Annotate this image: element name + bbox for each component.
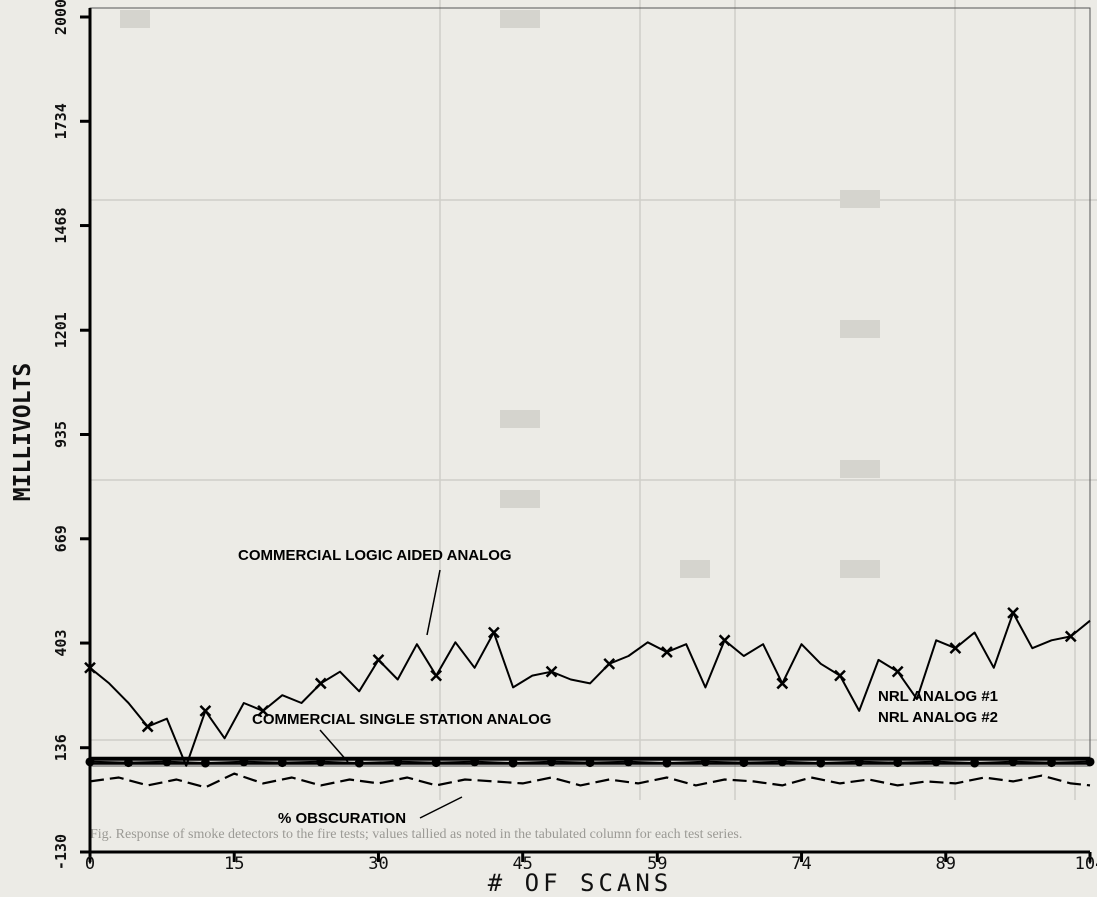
data-point-x-marker — [603, 657, 616, 670]
bg-cell — [840, 190, 880, 208]
data-point-x-marker — [372, 654, 385, 666]
data-point-x-marker — [776, 677, 789, 690]
annotation-leader-single-station — [319, 729, 349, 763]
annotation-nrl-analog-2: NRL ANALOG #2 — [878, 709, 998, 726]
background-table-bleed-through — [90, 0, 1097, 800]
bg-cell — [500, 410, 540, 428]
data-point-x-marker — [314, 677, 327, 690]
data-point-x-marker — [718, 634, 731, 647]
plot-frame — [89, 7, 1091, 767]
bg-cell — [120, 10, 150, 28]
data-point-dot — [470, 757, 480, 767]
data-point-x-marker — [487, 626, 500, 639]
data-point-x-marker — [141, 720, 154, 733]
data-point-dot — [931, 757, 941, 767]
bg-cell — [840, 320, 880, 338]
y-tick-label: 1468 — [52, 207, 70, 243]
bg-cell — [840, 460, 880, 478]
annotation-commercial-single-station-analog: COMMERCIAL SINGLE STATION ANALOG — [252, 711, 551, 728]
x-axis-title: # OF SCANS — [488, 869, 673, 897]
data-point-x-marker — [84, 661, 96, 674]
series-line-commercial-logic-aided-analog — [89, 611, 1091, 767]
series-commercial-logic-aided-analog — [84, 606, 1091, 767]
data-point-x-marker — [545, 665, 558, 678]
x-tick-label: 104 — [1075, 854, 1097, 874]
data-point-x-marker — [257, 704, 269, 717]
x-tick-label: 15 — [224, 854, 244, 874]
x-axis-ticks: 0 15 30 45 59 74 89 104 — [85, 852, 1097, 874]
series-layer — [84, 606, 1095, 789]
annotation-leader-obscuration — [419, 796, 463, 819]
annotations: COMMERCIAL LOGIC AIDED ANALOG COMMERCIAL… — [238, 547, 998, 827]
data-point-dot — [393, 757, 403, 767]
y-tick-label: -130 — [52, 834, 70, 870]
x-tick-label: 45 — [512, 854, 532, 874]
data-point-dot — [239, 757, 249, 767]
data-point-dot — [123, 758, 133, 768]
data-point-x-marker — [661, 646, 673, 658]
bg-cell — [840, 560, 880, 578]
x-tick-label: 30 — [368, 854, 388, 874]
page-caption-bleed: Fig. Response of smoke detectors to the … — [90, 827, 742, 842]
data-point-dot — [700, 757, 710, 767]
data-point-x-marker — [1007, 606, 1019, 619]
bg-cell — [500, 10, 540, 28]
y-tick-label: 669 — [52, 525, 70, 552]
y-tick-label: 935 — [52, 421, 70, 448]
y-tick-label: 403 — [52, 630, 70, 657]
data-point-dot — [85, 757, 95, 767]
data-point-dot — [162, 757, 172, 767]
data-point-dot — [547, 757, 557, 767]
x-tick-label: 89 — [936, 854, 956, 874]
y-axis-ticks: -130 136 403 669 935 1201 1468 1734 2000 — [52, 0, 90, 870]
data-point-dot — [277, 758, 287, 768]
bg-cell — [680, 560, 710, 578]
y-tick-label: 136 — [52, 734, 70, 761]
data-point-dot — [777, 757, 787, 767]
data-point-x-marker — [891, 665, 904, 678]
y-axis-title: MILLIVOLTS — [10, 363, 36, 501]
annotation-obscuration: % OBSCURATION — [278, 810, 406, 827]
data-point-dot — [1085, 757, 1095, 767]
data-point-x-marker — [1064, 630, 1077, 643]
background-table-cells — [120, 10, 880, 578]
series-obscuration — [89, 772, 1091, 789]
y-tick-label: 1201 — [52, 312, 70, 348]
annotation-leader-logic-aided — [426, 569, 441, 636]
data-point-dot — [1047, 758, 1057, 768]
data-point-dot — [623, 757, 633, 767]
data-point-dot — [1008, 757, 1018, 767]
data-point-dot — [431, 758, 441, 768]
data-point-x-marker — [949, 642, 962, 655]
y-tick-label: 1734 — [52, 103, 70, 139]
data-point-dot — [316, 757, 326, 767]
x-tick-label: 0 — [85, 854, 95, 874]
y-tick-label: 2000 — [52, 0, 70, 35]
data-point-x-marker — [199, 704, 212, 717]
series-line-obscuration — [89, 772, 1091, 789]
bg-cell — [500, 490, 540, 508]
annotation-commercial-logic-aided-analog: COMMERCIAL LOGIC AIDED ANALOG — [238, 547, 512, 564]
data-point-x-marker — [834, 669, 846, 682]
data-point-dot — [893, 758, 903, 768]
data-point-x-marker — [430, 669, 443, 682]
annotation-nrl-analog-1: NRL ANALOG #1 — [878, 688, 998, 705]
data-point-dot — [854, 757, 864, 767]
x-tick-label: 74 — [791, 854, 811, 874]
data-point-dot — [585, 758, 595, 768]
x-tick-label: 59 — [647, 854, 667, 874]
data-point-dot — [739, 758, 749, 768]
